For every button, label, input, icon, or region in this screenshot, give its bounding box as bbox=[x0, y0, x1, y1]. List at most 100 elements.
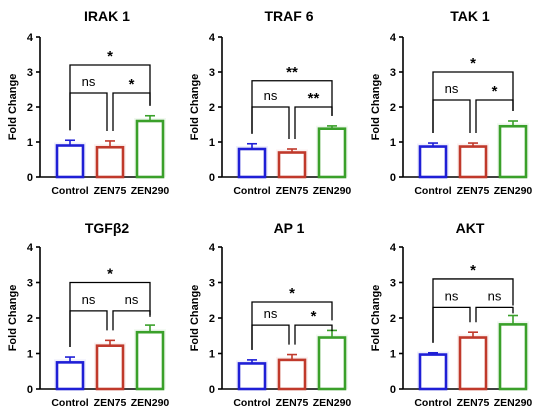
y-tick-label: 2 bbox=[390, 313, 396, 325]
significance-bracket bbox=[475, 306, 514, 323]
y-tick-label: 0 bbox=[27, 172, 33, 184]
chart-title: TAK 1 bbox=[450, 8, 490, 24]
significance-bracket bbox=[251, 324, 290, 350]
bar-zen75 bbox=[458, 336, 488, 391]
x-tick-label: ZEN290 bbox=[131, 185, 170, 197]
significance-label: * bbox=[470, 55, 476, 72]
bar-zen75 bbox=[277, 151, 307, 179]
significance-label: * bbox=[311, 308, 317, 325]
chart-title: TGFβ2 bbox=[85, 220, 130, 236]
x-tick-label: ZEN75 bbox=[457, 397, 490, 409]
chart-title: AKT bbox=[456, 220, 485, 236]
significance-bracket bbox=[112, 310, 151, 331]
y-tick-label: 3 bbox=[209, 278, 215, 290]
y-tick-label: 3 bbox=[390, 278, 396, 290]
y-tick-label: 2 bbox=[209, 102, 215, 114]
bar-control bbox=[55, 361, 85, 391]
significance-label: ns bbox=[488, 288, 502, 303]
y-tick-label: 1 bbox=[209, 137, 215, 149]
significance-label: * bbox=[129, 76, 135, 93]
significance-label: ns bbox=[445, 81, 459, 96]
x-tick-label: ZEN290 bbox=[131, 397, 170, 409]
x-tick-label: Control bbox=[414, 185, 451, 197]
y-tick-label: 0 bbox=[27, 384, 33, 396]
bar-zen290 bbox=[498, 323, 528, 391]
y-tick-label: 1 bbox=[27, 349, 33, 361]
x-tick-label: ZEN290 bbox=[313, 185, 352, 197]
significance-bracket bbox=[251, 80, 333, 134]
significance-label: ns bbox=[264, 306, 278, 321]
bar-control bbox=[237, 147, 267, 179]
y-axis-label: Fold Change bbox=[189, 74, 201, 141]
chart-title: TRAF 6 bbox=[265, 8, 314, 24]
significance-bracket bbox=[69, 92, 108, 131]
x-tick-label: ZEN75 bbox=[94, 185, 127, 197]
y-tick-label: 3 bbox=[27, 67, 33, 79]
chart-panel-irak1: IRAK 1 Fold Change 0 1 2 3 4 Control ZEN75 ZEN290… bbox=[7, 8, 169, 197]
y-tick-label: 1 bbox=[390, 137, 396, 149]
bar-zen290 bbox=[498, 124, 528, 179]
x-tick-label: ZEN75 bbox=[94, 397, 127, 409]
y-tick-label: 4 bbox=[209, 242, 216, 254]
y-axis-label: Fold Change bbox=[189, 285, 201, 352]
significance-label: ** bbox=[308, 90, 320, 107]
y-tick-label: 1 bbox=[209, 349, 215, 361]
x-tick-label: ZEN75 bbox=[457, 185, 490, 197]
chart-panel-tgf2: TGFβ2 Fold Change 0 1 2 3 4 Control ZEN75 ZEN290 n… bbox=[7, 220, 169, 409]
bar-zen290 bbox=[135, 330, 165, 391]
y-tick-label: 2 bbox=[209, 313, 215, 325]
bar-zen75 bbox=[95, 344, 125, 391]
y-tick-label: 0 bbox=[390, 172, 396, 184]
x-tick-label: ZEN75 bbox=[276, 397, 309, 409]
significance-label: ns bbox=[82, 292, 96, 307]
x-tick-label: Control bbox=[233, 397, 270, 409]
y-tick-label: 3 bbox=[390, 67, 396, 79]
chart-title: AP 1 bbox=[274, 220, 305, 236]
x-tick-label: Control bbox=[51, 185, 88, 197]
chart-panel-tak1: TAK 1 Fold Change 0 1 2 3 4 Control ZEN75 ZEN290 n… bbox=[370, 8, 532, 197]
y-tick-label: 4 bbox=[209, 32, 216, 44]
bar-control bbox=[237, 362, 267, 391]
significance-label: ns bbox=[264, 88, 278, 103]
significance-bracket bbox=[432, 278, 514, 343]
significance-bracket bbox=[69, 281, 151, 348]
significance-label: ns bbox=[445, 288, 459, 303]
x-tick-label: Control bbox=[51, 397, 88, 409]
significance-label: * bbox=[470, 262, 476, 279]
y-tick-label: 2 bbox=[390, 102, 396, 114]
bar-zen290 bbox=[135, 119, 165, 179]
y-tick-label: 2 bbox=[27, 102, 33, 114]
significance-label: ns bbox=[125, 292, 139, 307]
y-tick-label: 3 bbox=[209, 67, 215, 79]
significance-bracket bbox=[251, 106, 290, 139]
x-tick-label: ZEN290 bbox=[494, 397, 533, 409]
significance-bracket bbox=[432, 71, 514, 134]
y-tick-label: 0 bbox=[209, 172, 215, 184]
y-tick-label: 4 bbox=[27, 32, 34, 44]
x-tick-label: ZEN290 bbox=[494, 185, 533, 197]
significance-bracket bbox=[251, 301, 333, 350]
y-tick-label: 4 bbox=[27, 242, 34, 254]
bar-control bbox=[55, 144, 85, 179]
y-tick-label: 1 bbox=[27, 137, 33, 149]
significance-label: ns bbox=[82, 74, 96, 89]
chart-panel-akt: AKT Fold Change 0 1 2 3 4 Control ZEN75 ZEN290 ns n… bbox=[370, 220, 532, 409]
y-tick-label: 0 bbox=[390, 384, 396, 396]
y-tick-label: 1 bbox=[390, 349, 396, 361]
significance-label: * bbox=[107, 48, 113, 65]
bar-control bbox=[418, 353, 448, 391]
bar-control bbox=[418, 145, 448, 179]
significance-label: * bbox=[492, 83, 498, 100]
bar-zen75 bbox=[458, 145, 488, 179]
significance-bracket bbox=[69, 64, 151, 131]
significance-bracket bbox=[432, 99, 471, 134]
chart-title: IRAK 1 bbox=[84, 8, 130, 24]
significance-bracket bbox=[294, 324, 333, 345]
y-tick-label: 4 bbox=[390, 32, 397, 44]
y-axis-label: Fold Change bbox=[370, 74, 382, 141]
significance-label: * bbox=[289, 285, 295, 302]
y-axis-label: Fold Change bbox=[370, 285, 382, 352]
y-axis-label: Fold Change bbox=[7, 285, 19, 352]
chart-panel-ap1: AP 1 Fold Change 0 1 2 3 4 Control ZEN75 ZEN290 ns… bbox=[189, 220, 351, 409]
